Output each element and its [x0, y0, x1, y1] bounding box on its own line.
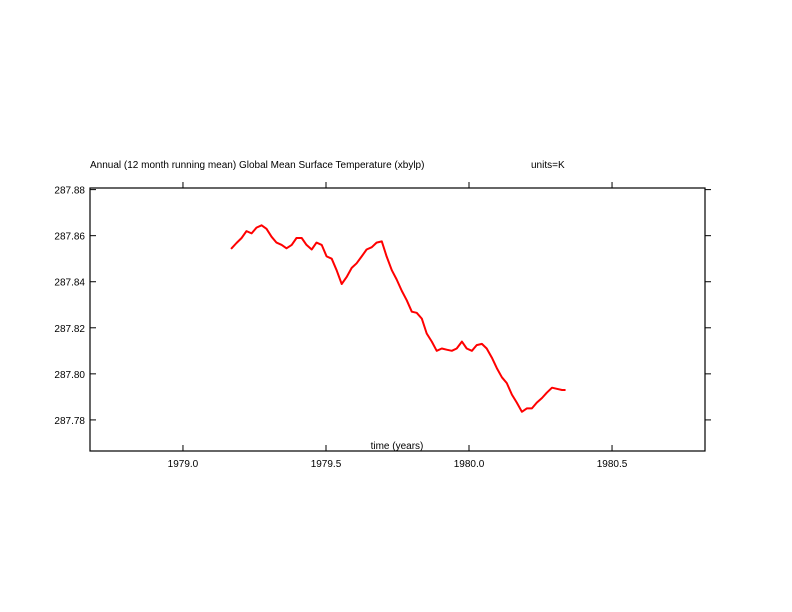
x-axis-ticks [182, 182, 613, 451]
x-tick-label: 1980.0 [454, 459, 485, 470]
y-tick-label: 287.82 [54, 324, 85, 335]
x-axis-label: time (years) [371, 441, 424, 452]
y-tick-label: 287.84 [54, 278, 85, 289]
series-line-temperature [230, 224, 566, 413]
units-label: units=K [531, 160, 565, 171]
x-axis-tick-labels: 1979.0 1979.5 1980.0 1980.5 [168, 459, 628, 470]
chart-title: Annual (12 month running mean) Global Me… [90, 160, 424, 171]
y-tick-label: 287.86 [54, 232, 85, 243]
x-tick-label: 1980.5 [597, 459, 628, 470]
y-tick-label: 287.80 [54, 370, 85, 381]
x-tick-label: 1979.5 [311, 459, 342, 470]
y-axis-ticks [90, 189, 711, 421]
plot-frame [89, 187, 706, 452]
x-tick-label: 1979.0 [168, 459, 199, 470]
y-tick-label: 287.78 [54, 416, 85, 427]
y-tick-label: 287.88 [54, 186, 85, 197]
y-axis-tick-labels: 287.78 287.80 287.82 287.84 287.86 287.88 [54, 186, 85, 427]
